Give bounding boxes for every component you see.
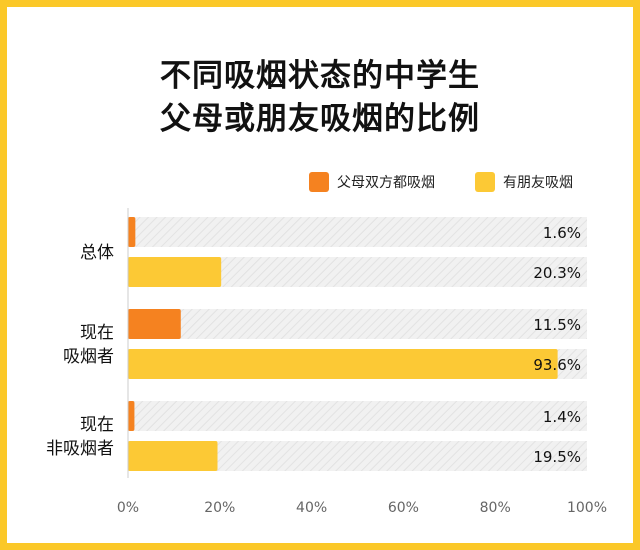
category-label-1-0: 现在 <box>80 323 114 343</box>
legend-label-parents: 父母双方都吸烟 <box>337 175 435 191</box>
value-label-2-0: 1.4% <box>543 408 581 426</box>
category-label-1-1: 吸烟者 <box>63 347 114 367</box>
value-label-0-0: 1.6% <box>543 224 581 242</box>
legend-swatch-friends <box>475 172 495 192</box>
x-tick-4: 80% <box>480 500 511 516</box>
category-label-2-1: 非吸烟者 <box>46 439 114 459</box>
x-tick-3: 60% <box>388 500 419 516</box>
chart-title-line-1: 不同吸烟状态的中学生 <box>160 58 480 94</box>
value-label-2-1: 19.5% <box>533 448 581 466</box>
bar-track-0-0 <box>128 217 587 247</box>
value-label-1-1: 93.6% <box>533 356 581 374</box>
legend-label-friends: 有朋友吸烟 <box>503 175 573 191</box>
x-tick-0: 0% <box>117 500 139 516</box>
legend-item-friends: 有朋友吸烟 <box>475 171 573 193</box>
x-tick-2: 40% <box>296 500 327 516</box>
bar-2-0 <box>128 401 135 431</box>
bar-0-0 <box>128 217 136 247</box>
value-label-0-1: 20.3% <box>533 264 581 282</box>
chart-title-line-2: 父母或朋友吸烟的比例 <box>160 101 480 137</box>
x-tick-5: 100% <box>567 500 607 516</box>
bar-1-1 <box>128 349 558 379</box>
category-label-2-0: 现在 <box>80 415 114 435</box>
bar-0-1 <box>128 257 222 287</box>
x-tick-1: 20% <box>204 500 235 516</box>
bar-2-1 <box>128 441 218 471</box>
category-label-0-0: 总体 <box>80 243 114 263</box>
legend-item-parents: 父母双方都吸烟 <box>309 171 435 193</box>
bar-1-0 <box>128 309 181 339</box>
legend-swatch-parents <box>309 172 329 192</box>
bar-track-1-0 <box>128 309 587 339</box>
value-label-1-0: 11.5% <box>533 316 581 334</box>
bar-track-2-0 <box>128 401 587 431</box>
